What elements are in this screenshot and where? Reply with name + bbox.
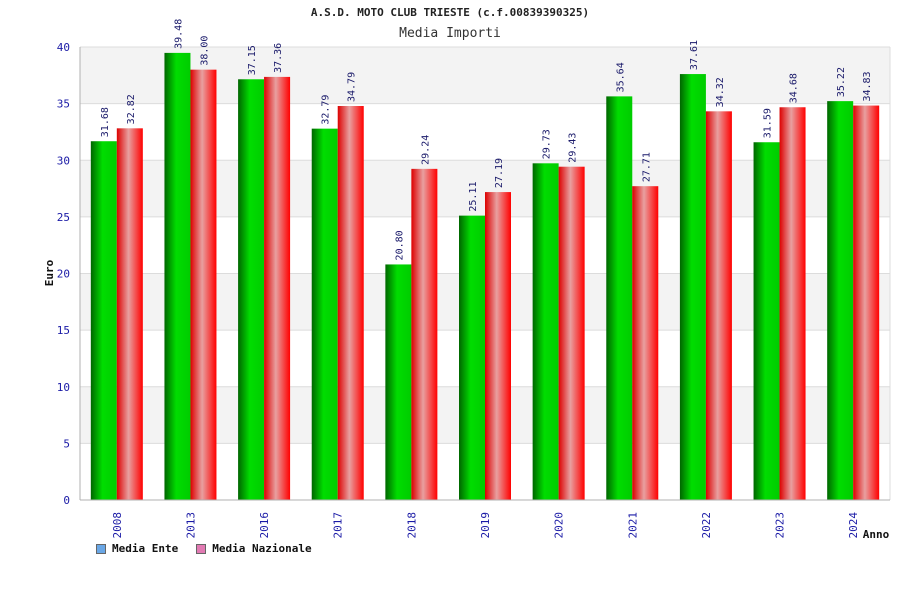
y-tick-label: 40 bbox=[57, 41, 70, 54]
bar-value-label: 31.59 bbox=[763, 108, 774, 138]
bar-media-nazionale bbox=[779, 107, 806, 501]
bar-value-label: 25.11 bbox=[468, 182, 479, 212]
bar-media-ente bbox=[532, 163, 559, 501]
legend-label-ente: Media Ente bbox=[112, 542, 179, 555]
bar-value-label: 37.15 bbox=[247, 45, 258, 75]
bar-value-label: 31.68 bbox=[100, 107, 111, 137]
chart-subtitle: Media Importi bbox=[399, 26, 501, 41]
x-tick-label: 2013 bbox=[184, 512, 197, 539]
bar-media-nazionale bbox=[411, 168, 438, 500]
bar-value-label: 20.80 bbox=[394, 230, 405, 260]
bar-value-label: 35.22 bbox=[836, 67, 847, 97]
y-axis-label: Euro bbox=[43, 259, 56, 286]
x-tick-label: 2019 bbox=[479, 512, 492, 539]
bar-value-label: 29.24 bbox=[420, 135, 431, 165]
chart-title: A.S.D. MOTO CLUB TRIESTE (c.f.0083939032… bbox=[310, 6, 590, 19]
bar-value-label: 27.71 bbox=[641, 152, 652, 182]
y-tick-label: 5 bbox=[63, 437, 70, 450]
y-tick-label: 20 bbox=[57, 268, 70, 281]
bar-value-label: 35.64 bbox=[615, 62, 626, 92]
bar-value-label: 27.19 bbox=[494, 158, 505, 188]
y-tick-label: 35 bbox=[57, 98, 70, 111]
bar-value-label: 32.79 bbox=[321, 95, 332, 125]
x-tick-label: 2016 bbox=[258, 512, 271, 539]
bar-value-label: 34.83 bbox=[862, 71, 873, 101]
bar-media-ente bbox=[90, 141, 117, 500]
x-tick-label: 2023 bbox=[774, 512, 787, 539]
bar-value-label: 38.00 bbox=[199, 36, 210, 66]
bar-media-ente bbox=[753, 142, 780, 500]
bar-media-ente bbox=[164, 52, 191, 500]
bar-media-ente bbox=[827, 101, 854, 501]
bar-media-nazionale bbox=[705, 111, 732, 501]
y-tick-label: 30 bbox=[57, 154, 70, 167]
bar-media-nazionale bbox=[853, 105, 880, 501]
bar-media-nazionale bbox=[337, 106, 364, 501]
bar-media-nazionale bbox=[558, 166, 585, 500]
bar-media-ente bbox=[679, 74, 706, 501]
legend-item-ente: Media Ente bbox=[96, 542, 178, 555]
bar-value-label: 39.48 bbox=[173, 19, 184, 49]
bar-value-label: 37.61 bbox=[689, 40, 700, 70]
bar-value-label: 29.43 bbox=[568, 133, 579, 163]
bar-value-label: 34.68 bbox=[789, 73, 800, 103]
bar-media-nazionale bbox=[485, 192, 511, 501]
y-tick-label: 15 bbox=[57, 324, 70, 337]
bar-media-ente bbox=[606, 96, 633, 500]
y-tick-label: 25 bbox=[57, 211, 70, 224]
bar-media-ente bbox=[459, 215, 485, 500]
bar-value-label: 29.73 bbox=[542, 129, 553, 159]
legend-item-nazionale: Media Nazionale bbox=[196, 542, 312, 555]
bar-media-nazionale bbox=[264, 76, 291, 500]
legend-swatch-nazionale bbox=[196, 543, 207, 554]
x-tick-label: 2024 bbox=[847, 512, 860, 539]
x-axis-label: Anno bbox=[863, 528, 890, 541]
legend-swatch-ente bbox=[96, 543, 106, 554]
x-tick-label: 2021 bbox=[626, 512, 639, 539]
bar-value-label: 32.82 bbox=[126, 94, 137, 124]
legend-label-nazionale: Media Nazionale bbox=[212, 542, 312, 555]
bar-value-label: 34.32 bbox=[715, 77, 726, 107]
bar-value-label: 34.79 bbox=[347, 72, 358, 102]
x-tick-label: 2008 bbox=[111, 512, 124, 539]
x-tick-label: 2022 bbox=[700, 512, 713, 539]
y-tick-label: 0 bbox=[63, 494, 70, 507]
x-tick-label: 2017 bbox=[332, 512, 345, 539]
bar-media-ente bbox=[385, 264, 412, 500]
y-tick-label: 10 bbox=[57, 381, 70, 394]
bar-media-nazionale bbox=[632, 186, 659, 500]
x-tick-label: 2018 bbox=[405, 512, 418, 539]
bar-value-label: 37.36 bbox=[273, 43, 284, 73]
x-tick-label: 2020 bbox=[553, 512, 566, 539]
bar-media-nazionale bbox=[190, 69, 217, 501]
bar-media-nazionale bbox=[116, 128, 143, 500]
bar-media-ente bbox=[238, 79, 265, 501]
bar-media-ente bbox=[311, 128, 338, 500]
legend: Media Ente Media Nazionale bbox=[96, 542, 312, 555]
